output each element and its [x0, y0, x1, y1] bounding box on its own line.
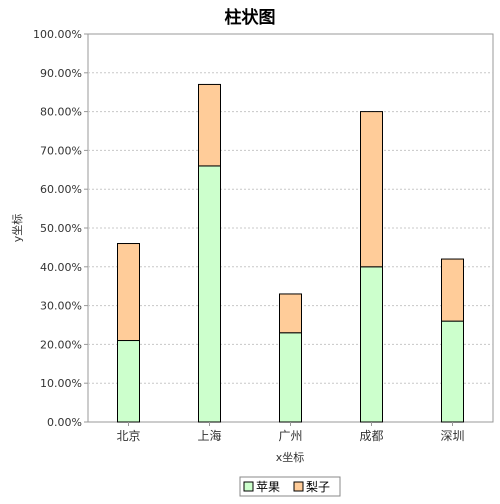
y-tick-label: 50.00% [40, 222, 82, 235]
bar-segment [360, 266, 383, 423]
y-axis-label: y坐标 [10, 214, 24, 243]
legend-swatch [243, 481, 254, 492]
y-tick-label: 40.00% [40, 261, 82, 274]
bar-segment [360, 111, 383, 268]
grid-lines [88, 72, 493, 384]
y-tick-label: 80.00% [40, 106, 82, 119]
chart-title: 柱状图 [225, 7, 276, 28]
legend: 苹果 梨子 [239, 476, 341, 497]
y-tick-label: 20.00% [40, 338, 82, 351]
legend-box [239, 476, 341, 497]
x-axis-categories: 北京 上海 广州 成都 深圳 [116, 422, 465, 443]
legend-label: 梨子 [306, 480, 330, 494]
bar-segment [279, 293, 302, 334]
bar-segment [441, 258, 464, 322]
legend-label: 苹果 [256, 480, 280, 494]
bars [117, 83, 464, 423]
bar-segment [441, 320, 464, 423]
x-tick-label: 广州 [278, 429, 302, 443]
bar-segment [198, 165, 221, 423]
bar-segment [198, 83, 221, 167]
bar-segment [117, 243, 140, 342]
y-axis-ticks: 0.00% 10.00% 20.00% 30.00% 40.00% 50.00% 60.00… [33, 28, 88, 429]
x-tick-label: 北京 [116, 429, 140, 443]
y-tick-label: 30.00% [40, 300, 82, 313]
x-tick-label: 成都 [359, 429, 383, 443]
y-tick-label: 0.00% [47, 416, 82, 429]
bar-segment [117, 340, 140, 423]
y-tick-label: 60.00% [40, 183, 82, 196]
x-tick-label: 深圳 [440, 429, 464, 443]
y-tick-label: 100.00% [33, 28, 82, 41]
bar-segment [279, 332, 302, 423]
x-axis-label: x坐标 [276, 450, 305, 464]
y-tick-label: 10.00% [40, 377, 82, 390]
x-tick-label: 上海 [197, 428, 221, 443]
y-tick-label: 70.00% [40, 144, 82, 157]
y-tick-label: 90.00% [40, 67, 82, 80]
legend-swatch [293, 481, 304, 492]
